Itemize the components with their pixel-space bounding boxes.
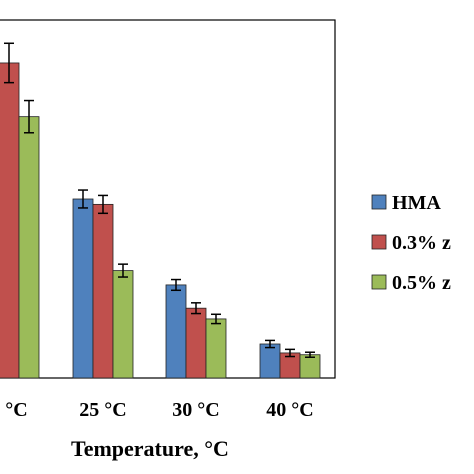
x-axis-title: Temperature, °C: [71, 436, 229, 461]
bar: [165, 284, 187, 379]
legend-swatch: [371, 274, 387, 290]
x-tick-label: 25 °C: [79, 399, 126, 421]
bar: [18, 116, 40, 379]
error-bars-layer: [4, 42, 315, 358]
bar: [259, 343, 281, 379]
legend-swatch: [371, 194, 387, 210]
legend: HMA 0.3% z 0.5% z: [371, 192, 451, 294]
bar: [112, 270, 134, 379]
x-tick-label: 40 °C: [266, 399, 313, 421]
legend-label: 0.5% z: [392, 272, 451, 294]
bar: [185, 307, 207, 379]
bar: [0, 62, 20, 379]
legend-label: 0.3% z: [392, 232, 451, 254]
bar: [205, 318, 227, 379]
legend-label: HMA: [392, 192, 441, 214]
x-tick-label: 30 °C: [172, 399, 219, 421]
x-tick-label: 0 °C: [0, 399, 28, 421]
legend-swatch: [371, 234, 387, 250]
bars-layer: [0, 62, 321, 379]
plot-frame: [0, 19, 336, 379]
bar: [92, 203, 114, 379]
bar: [72, 198, 94, 379]
bar: [299, 354, 321, 379]
x-tick-labels: 0 °C 25 °C 30 °C 40 °C: [0, 399, 314, 421]
